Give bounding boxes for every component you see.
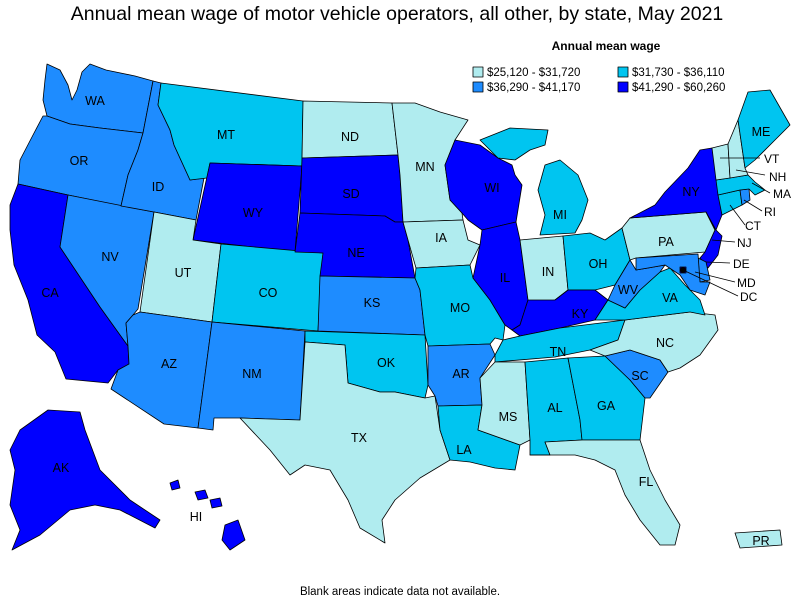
label-nv: NV: [101, 250, 119, 264]
state-md[interactable]: [635, 253, 711, 296]
legend-swatch-2: [617, 66, 629, 78]
label-co: CO: [259, 286, 278, 300]
label-al: AL: [547, 401, 562, 415]
label-ca: CA: [41, 286, 59, 300]
label-wa: WA: [85, 94, 105, 108]
states-layer: [9, 63, 791, 551]
label-tn: TN: [550, 345, 567, 359]
legend: Annual mean wage $25,120 - $31,720 $31,7…: [472, 39, 725, 94]
legend-swatch-4: [617, 81, 629, 93]
label-az: AZ: [161, 357, 177, 371]
label-in: IN: [542, 265, 555, 279]
state-nm[interactable]: [197, 321, 306, 431]
label-ky: KY: [572, 307, 589, 321]
label-ga: GA: [597, 399, 616, 413]
label-ar: AR: [452, 367, 469, 381]
state-pr[interactable]: [734, 529, 783, 549]
label-nj: NJ: [737, 236, 752, 250]
state-ne[interactable]: [294, 212, 416, 279]
state-nj[interactable]: [699, 211, 723, 269]
state-labels: WA OR CA NV ID MT WY UT CO AZ NM ND SD N…: [41, 94, 791, 548]
state-ma[interactable]: [715, 174, 766, 196]
label-nc: NC: [656, 336, 674, 350]
label-ct: CT: [745, 219, 762, 233]
label-ri: RI: [764, 205, 776, 219]
state-ak[interactable]: [9, 409, 161, 551]
label-ok: OK: [377, 356, 396, 370]
label-il: IL: [500, 271, 510, 285]
callout-lines: [682, 157, 771, 297]
label-md: MD: [737, 276, 756, 290]
label-ne: NE: [347, 246, 364, 260]
label-wv: WV: [618, 283, 639, 297]
state-ia[interactable]: [402, 219, 481, 269]
footnote: Blank areas indicate data not available.: [300, 586, 500, 598]
state-hi[interactable]: [169, 479, 246, 551]
label-tx: TX: [351, 431, 368, 445]
label-de: DE: [733, 257, 750, 271]
state-ms[interactable]: [477, 361, 531, 446]
label-mn: MN: [415, 160, 434, 174]
legend-swatch-1: [472, 66, 484, 78]
label-ks: KS: [364, 296, 381, 310]
label-sc: SC: [631, 369, 648, 383]
label-ma: MA: [773, 187, 791, 201]
map-title: Annual mean wage of motor vehicle operat…: [71, 3, 724, 25]
label-la: LA: [456, 443, 472, 457]
label-va: VA: [662, 291, 678, 305]
label-dc: DC: [740, 290, 758, 304]
label-ms: MS: [499, 410, 518, 424]
label-ny: NY: [682, 185, 700, 199]
state-wa[interactable]: [42, 63, 154, 134]
legend-label-3: $36,290 - $41,170: [487, 82, 580, 94]
label-ut: UT: [175, 266, 192, 280]
legend-label-1: $25,120 - $31,720: [487, 67, 580, 79]
label-oh: OH: [589, 257, 608, 271]
label-nh: NH: [769, 170, 786, 184]
label-fl: FL: [639, 475, 654, 489]
legend-swatch-3: [472, 81, 484, 93]
state-fl[interactable]: [529, 439, 681, 546]
label-nd: ND: [341, 130, 359, 144]
label-id: ID: [152, 180, 165, 194]
label-hi: HI: [190, 510, 203, 524]
label-ak: AK: [53, 461, 70, 475]
label-mo: MO: [450, 301, 470, 315]
label-wi: WI: [484, 181, 499, 195]
legend-title: Annual mean wage: [552, 39, 661, 53]
label-sd: SD: [342, 187, 359, 201]
label-pa: PA: [658, 235, 674, 249]
label-nm: NM: [242, 367, 261, 381]
label-or: OR: [70, 154, 89, 168]
state-tx[interactable]: [239, 341, 451, 544]
legend-label-4: $41,290 - $60,260: [632, 82, 725, 94]
label-vt: VT: [764, 152, 780, 166]
label-ia: IA: [435, 231, 447, 245]
label-wy: WY: [243, 206, 264, 220]
legend-label-2: $31,730 - $36,110: [632, 67, 725, 79]
label-mi: MI: [553, 208, 567, 222]
label-me: ME: [752, 125, 771, 139]
label-mt: MT: [217, 128, 235, 142]
dc-marker: [680, 267, 686, 273]
label-pr: PR: [752, 534, 769, 548]
state-mi[interactable]: [479, 127, 589, 236]
state-me[interactable]: [737, 89, 791, 169]
